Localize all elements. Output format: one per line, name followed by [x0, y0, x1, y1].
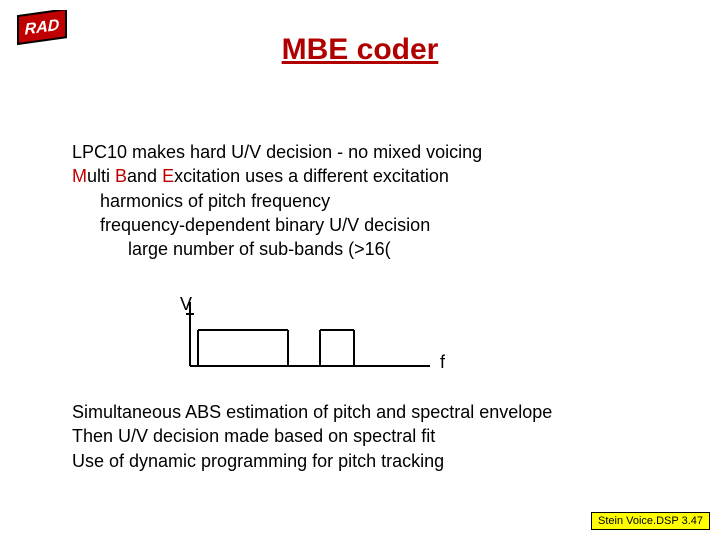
b1-l3: harmonics of pitch frequency — [72, 189, 482, 213]
mbe-e-rest: xcitation uses a different excitation — [174, 166, 449, 186]
slide-title: MBE coder — [0, 33, 720, 67]
body-block-1: LPC10 makes hard U/V decision - no mixed… — [72, 140, 482, 261]
body-block-2: Simultaneous ABS estimation of pitch and… — [72, 400, 552, 473]
b2-l1: Simultaneous ABS estimation of pitch and… — [72, 402, 552, 422]
b1-l5: large number of sub-bands (>16( — [72, 237, 482, 261]
b2-l3: Use of dynamic programming for pitch tra… — [72, 451, 444, 471]
mbe-m-rest: ulti — [87, 166, 115, 186]
b2-l2: Then U/V decision made based on spectral… — [72, 426, 435, 446]
footer-text: Stein Voice.DSP 3.47 — [598, 515, 703, 527]
chart-f-label: f — [440, 352, 445, 373]
mbe-e: E — [162, 166, 174, 186]
mbe-b-rest: and — [127, 166, 162, 186]
b1-l1: LPC10 makes hard U/V decision - no mixed… — [72, 142, 482, 162]
chart-v-label: V — [180, 294, 192, 315]
b1-l4: frequency-dependent binary U/V decision — [72, 213, 482, 237]
footer-badge: Stein Voice.DSP 3.47 — [591, 512, 710, 530]
mbe-b: B — [115, 166, 127, 186]
uv-chart: V f — [184, 296, 436, 377]
b1-l2: Multi Band Excitation uses a different e… — [72, 166, 449, 186]
mbe-m: M — [72, 166, 87, 186]
title-text: MBE coder — [282, 33, 439, 66]
